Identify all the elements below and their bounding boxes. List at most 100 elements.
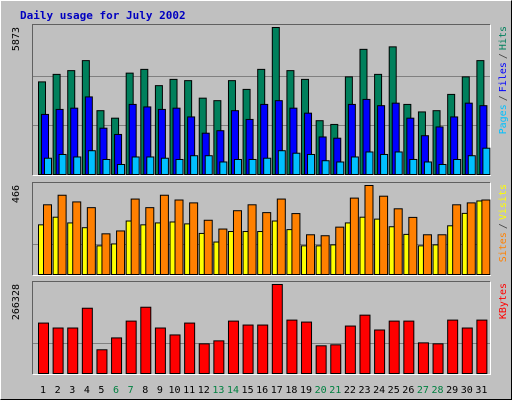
- bar: [111, 337, 123, 375]
- bar: [242, 324, 254, 374]
- bar: [219, 161, 228, 176]
- bar: [364, 185, 374, 275]
- y-tick-label: 5873: [11, 27, 22, 51]
- x-tick-label: 29: [446, 385, 458, 396]
- x-tick-label: 25: [388, 385, 400, 396]
- bar: [408, 216, 418, 275]
- bar: [301, 321, 313, 374]
- bar: [218, 228, 228, 275]
- x-tick-label: 16: [256, 385, 268, 396]
- bar: [213, 340, 225, 375]
- legend-entry: Files: [498, 62, 509, 92]
- bar: [481, 199, 491, 275]
- x-tick-label: 17: [271, 385, 283, 396]
- bar: [73, 156, 82, 175]
- bar: [388, 320, 400, 374]
- plot-highlight: [32, 24, 491, 176]
- bar: [321, 160, 330, 176]
- x-tick-label: 18: [285, 385, 297, 396]
- x-tick-label: 11: [183, 385, 195, 396]
- bar: [87, 150, 96, 176]
- x-tick-label: 13: [212, 385, 224, 396]
- bar: [292, 152, 301, 175]
- bar: [336, 161, 345, 176]
- bar: [276, 198, 286, 275]
- plot-highlight: [32, 281, 491, 375]
- bar: [307, 153, 316, 176]
- x-tick-label: 31: [475, 385, 487, 396]
- legend-separator: /: [498, 95, 509, 101]
- bar: [379, 195, 389, 275]
- bar: [43, 204, 52, 275]
- bar: [452, 204, 462, 275]
- bar: [101, 233, 111, 276]
- legend-entry: Pages: [498, 104, 509, 134]
- plot-shadow: [32, 182, 491, 276]
- bar: [248, 158, 257, 175]
- bar: [447, 319, 459, 375]
- plot-shadow: [32, 24, 491, 176]
- legend-entry: Hits: [498, 26, 509, 50]
- bar: [467, 155, 476, 175]
- bar: [417, 342, 429, 374]
- y-tick-label: 266328: [11, 284, 22, 320]
- y-tick-label: 466: [11, 185, 22, 203]
- bar: [359, 314, 371, 374]
- bar: [184, 322, 196, 375]
- bar: [423, 161, 432, 176]
- bar: [365, 151, 374, 175]
- bar: [38, 322, 49, 375]
- x-tick-label: 5: [98, 385, 104, 396]
- x-tick-label: 15: [242, 385, 254, 396]
- x-tick-label: 24: [373, 385, 385, 396]
- bar: [233, 158, 242, 175]
- legend-entry: Visits: [498, 184, 509, 220]
- bar: [57, 194, 67, 275]
- bar: [466, 202, 476, 275]
- x-tick-label: 14: [227, 385, 239, 396]
- bar: [461, 327, 473, 374]
- bar: [437, 234, 447, 275]
- bar: [189, 202, 199, 275]
- bar: [52, 327, 64, 374]
- bar: [72, 201, 82, 275]
- bar: [203, 219, 213, 276]
- x-tick-label: 8: [142, 385, 148, 396]
- bar: [86, 207, 96, 276]
- bar: [330, 344, 342, 375]
- legend-entry: Sites: [498, 232, 509, 262]
- plot-shadow: [32, 281, 491, 375]
- bar: [374, 329, 386, 374]
- bar: [344, 325, 356, 375]
- bar: [262, 212, 272, 276]
- bar: [130, 198, 140, 275]
- x-tick-label: 27: [417, 385, 429, 396]
- x-tick-label: 30: [461, 385, 473, 396]
- bar: [476, 319, 488, 375]
- bar: [263, 157, 272, 176]
- x-tick-label: 23: [358, 385, 370, 396]
- bar: [174, 199, 184, 275]
- bar: [175, 158, 184, 175]
- bar: [393, 208, 403, 275]
- bar: [198, 343, 210, 375]
- bar: [438, 163, 447, 176]
- x-tick-label: 28: [432, 385, 444, 396]
- bar: [160, 157, 169, 176]
- legend: KBytes: [498, 283, 509, 319]
- x-tick-label: 10: [168, 385, 180, 396]
- bar: [102, 158, 111, 175]
- bar: [190, 155, 199, 175]
- bar: [204, 155, 213, 175]
- bar: [320, 235, 330, 275]
- bar: [482, 147, 491, 176]
- bar: [232, 210, 242, 275]
- bar: [306, 234, 316, 275]
- x-tick-label: 3: [69, 385, 75, 396]
- bar: [227, 320, 239, 374]
- x-tick-label: 9: [157, 385, 163, 396]
- x-tick-label: 6: [113, 385, 119, 396]
- bar: [116, 230, 126, 276]
- x-tick-label: 1: [40, 385, 46, 396]
